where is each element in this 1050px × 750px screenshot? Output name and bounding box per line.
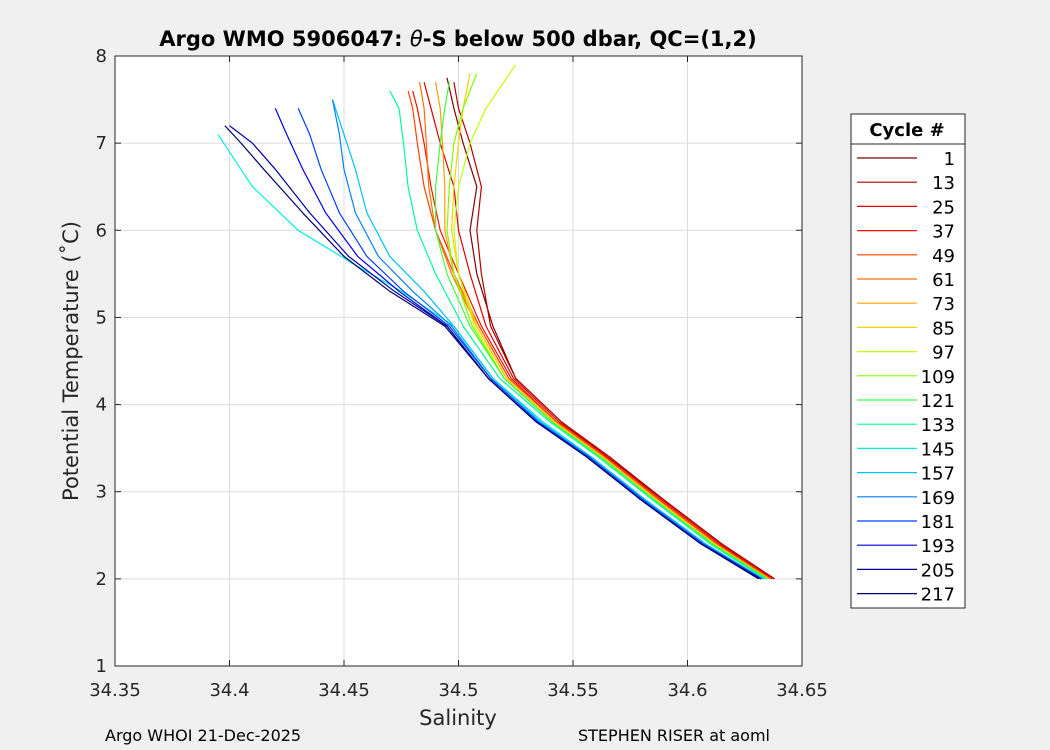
legend-title: Cycle # bbox=[869, 120, 944, 141]
footer-left-text: Argo WHOI 21-Dec-2025 bbox=[105, 726, 302, 745]
chart-title-symbol: θ bbox=[410, 27, 423, 51]
legend-label-121: 121 bbox=[921, 391, 955, 412]
chart-title-suffix: -S below 500 dbar, QC=(1,2) bbox=[423, 27, 757, 51]
axis-ticks: 34.35 34.4 34.45 34.5 34.55 34.6 34.65 1 2 3 4 5 6 7 8 bbox=[89, 46, 828, 701]
y-tick-label: 2 bbox=[96, 569, 107, 590]
y-tick-label: 5 bbox=[96, 307, 107, 328]
series-line-181 bbox=[297, 108, 762, 580]
x-tick-label: 34.35 bbox=[89, 680, 141, 701]
legend-label-193: 193 bbox=[921, 536, 955, 557]
legend-label-85: 85 bbox=[932, 318, 955, 339]
y-tick-label: 7 bbox=[96, 133, 107, 154]
x-tick-label: 34.6 bbox=[667, 680, 707, 701]
x-tick-label: 34.4 bbox=[209, 680, 249, 701]
legend-label-181: 181 bbox=[921, 512, 955, 533]
legend-label-97: 97 bbox=[932, 343, 955, 364]
data-lines bbox=[217, 64, 775, 580]
series-line-121 bbox=[435, 81, 768, 580]
x-tick-label: 34.45 bbox=[318, 680, 370, 701]
y-tick-label: 8 bbox=[96, 46, 107, 67]
legend-label-109: 109 bbox=[921, 367, 955, 388]
y-tick-label: 6 bbox=[96, 220, 107, 241]
y-tick-label: 4 bbox=[96, 395, 107, 416]
series-line-157 bbox=[331, 99, 764, 580]
legend-box bbox=[850, 113, 966, 609]
legend-label-73: 73 bbox=[932, 294, 955, 315]
legend-label-217: 217 bbox=[921, 585, 955, 606]
x-tick-label: 34.65 bbox=[776, 680, 828, 701]
legend-label-13: 13 bbox=[932, 173, 955, 194]
legend-label-157: 157 bbox=[921, 464, 955, 485]
legend-label-1: 1 bbox=[944, 149, 955, 170]
chart-title-prefix: Argo WMO 5906047: bbox=[159, 27, 410, 51]
x-tick-label: 34.5 bbox=[438, 680, 478, 701]
y-tick-label: 3 bbox=[96, 482, 107, 503]
x-tick-label: 34.55 bbox=[547, 680, 599, 701]
x-axis-label: Salinity bbox=[419, 706, 497, 730]
series-line-85 bbox=[451, 73, 768, 580]
y-tick-label: 1 bbox=[96, 656, 107, 677]
legend: Cycle # 1 13 25 37 49 61 73 85 97 109 121 133 145 157… bbox=[850, 113, 966, 609]
series-line-49 bbox=[407, 90, 771, 580]
chart-title: Argo WMO 5906047: θ-S below 500 dbar, QC… bbox=[159, 27, 756, 51]
legend-label-145: 145 bbox=[921, 439, 955, 460]
legend-label-37: 37 bbox=[932, 222, 955, 243]
y-axis-label: Potential Temperature (˚C) bbox=[59, 221, 83, 501]
legend-label-25: 25 bbox=[932, 197, 955, 218]
legend-label-169: 169 bbox=[921, 488, 955, 509]
legend-label-61: 61 bbox=[932, 270, 955, 291]
legend-label-133: 133 bbox=[921, 415, 955, 436]
series-line-133 bbox=[389, 90, 766, 580]
series-line-217 bbox=[224, 125, 759, 580]
legend-items: 1 13 25 37 49 61 73 85 97 109 121 133 145 157 169 181 19… bbox=[857, 149, 955, 606]
footer-right-text: STEPHEN RISER at aoml bbox=[578, 726, 770, 745]
legend-label-49: 49 bbox=[932, 246, 955, 267]
legend-label-205: 205 bbox=[921, 560, 955, 581]
